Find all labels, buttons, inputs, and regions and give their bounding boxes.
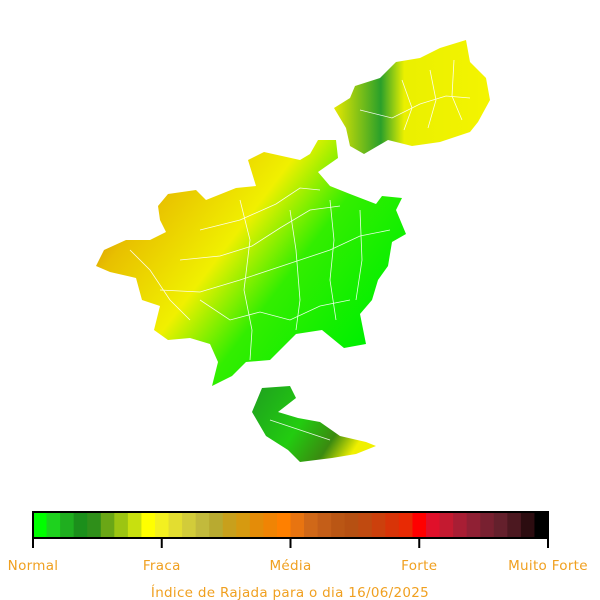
- map: [96, 40, 490, 462]
- colorbar-segment: [276, 512, 291, 538]
- colorbar-segment: [317, 512, 332, 538]
- colorbar-segment: [141, 512, 156, 538]
- colorbar-label: Média: [269, 558, 311, 574]
- colorbar-ticks: Normal Fraca Média Forte Muito Forte: [8, 538, 588, 574]
- map-title: Índice de Rajada para o dia 16/06/2025: [151, 584, 429, 600]
- colorbar-label: Forte: [401, 558, 437, 574]
- colorbar-segment: [114, 512, 129, 538]
- colorbar-segment: [358, 512, 373, 538]
- colorbar-segment: [168, 512, 183, 538]
- colorbar-segment: [60, 512, 75, 538]
- colorbar-segment: [534, 512, 549, 538]
- colorbar-segment: [33, 512, 48, 538]
- colorbar-segment: [398, 512, 413, 538]
- colorbar-segment: [100, 512, 115, 538]
- colorbar-segment: [385, 512, 400, 538]
- colorbar-segment: [439, 512, 454, 538]
- colorbar-segment: [507, 512, 522, 538]
- colorbar-segment: [249, 512, 264, 538]
- colorbar-segment: [344, 512, 359, 538]
- borders: [129, 59, 471, 441]
- region-south: [252, 386, 376, 462]
- colorbar-segment: [182, 512, 197, 538]
- colorbar-segment: [304, 512, 319, 538]
- colorbar-segment: [87, 512, 102, 538]
- region-north: [334, 40, 490, 154]
- colorbar-label: Normal: [8, 558, 59, 574]
- colorbar-segment: [236, 512, 251, 538]
- colorbar-segment: [263, 512, 278, 538]
- colorbar-label: Muito Forte: [508, 558, 588, 574]
- colorbar-segment: [127, 512, 142, 538]
- colorbar-segment: [209, 512, 224, 538]
- colorbar-segment: [195, 512, 210, 538]
- colorbar-segment: [520, 512, 535, 538]
- colorbar-segment: [453, 512, 468, 538]
- colorbar-segment: [331, 512, 346, 538]
- colorbar-segment: [46, 512, 61, 538]
- colorbar-segment: [154, 512, 170, 538]
- colorbar-segment: [222, 512, 237, 538]
- colorbar-segment: [480, 512, 495, 538]
- colorbar-segment: [493, 512, 508, 538]
- colorbar-segment: [371, 512, 386, 538]
- colorbar-segment: [466, 512, 481, 538]
- colorbar-label: Fraca: [143, 558, 181, 574]
- colorbar-segment: [412, 512, 427, 538]
- colorbar-segment: [73, 512, 88, 538]
- colorbar-segment: [426, 512, 441, 538]
- colorbar: [33, 512, 549, 538]
- region-center: [96, 140, 406, 386]
- colorbar-segment: [290, 512, 305, 538]
